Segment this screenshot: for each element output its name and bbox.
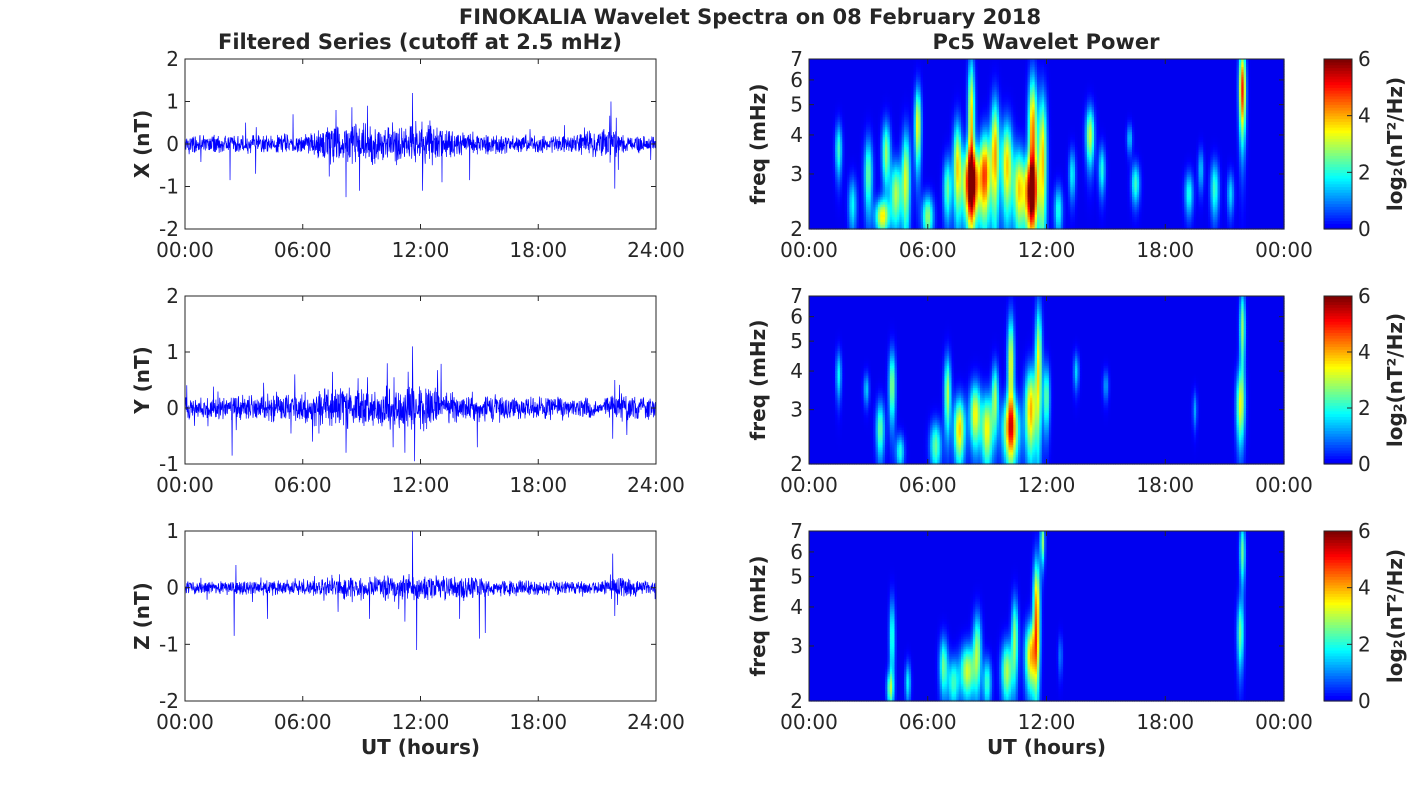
x-tick-label: 00:00 <box>156 238 214 262</box>
y-tick-label: 2 <box>166 47 179 71</box>
left-column-title: Filtered Series (cutoff at 2.5 mHz) <box>218 30 622 54</box>
figure-title: FINOKALIA Wavelet Spectra on 08 February… <box>459 5 1041 29</box>
right-column-title: Pc5 Wavelet Power <box>933 30 1161 54</box>
spectrum-heatmap-x <box>809 59 1285 230</box>
y-tick-label: -1 <box>159 175 179 199</box>
y-axis-label: X (nT) <box>130 110 154 179</box>
y-tick-label: 1 <box>166 90 179 114</box>
y-tick-label: 0 <box>166 132 179 156</box>
x-tick-label: 18:00 <box>509 238 567 262</box>
x-tick-label: 12:00 <box>392 238 450 262</box>
x-tick-label: 24:00 <box>627 238 685 262</box>
x-tick-label: 06:00 <box>274 238 332 262</box>
